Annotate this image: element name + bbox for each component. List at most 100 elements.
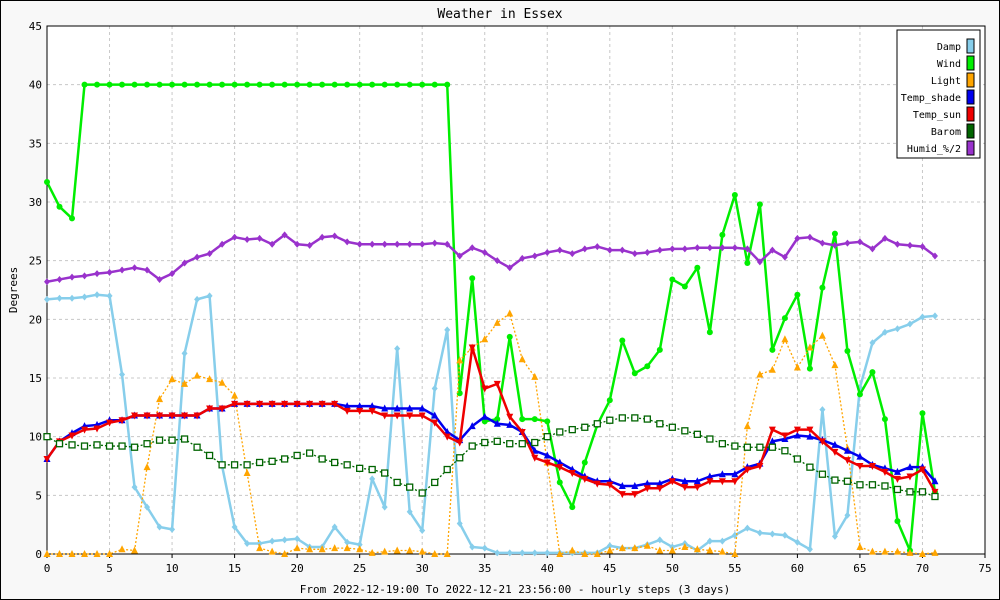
data-point [456,439,464,447]
data-point [744,524,751,532]
data-point [68,550,76,557]
data-point [131,412,139,420]
data-point [868,463,876,470]
data-point [244,236,251,244]
data-point [106,419,114,427]
data-point [394,345,401,353]
data-point [606,246,613,254]
data-point [618,544,626,552]
data-point [531,252,538,260]
data-point [693,430,701,438]
data-point [494,549,501,557]
series-humid-2 [44,231,938,286]
data-point [506,264,513,272]
data-point [931,548,939,556]
data-point [694,244,701,252]
data-point [719,231,726,238]
data-point [206,292,213,300]
data-point [69,273,76,281]
data-point [81,293,88,301]
data-point [168,436,176,444]
data-point [793,363,801,371]
data-point [406,546,414,554]
data-point [106,81,113,88]
data-point [93,550,101,557]
data-point [244,81,251,88]
data-point [481,438,489,447]
data-point [831,241,838,249]
data-point [856,542,864,550]
data-point [768,426,776,434]
data-point [268,547,276,555]
data-point [831,448,839,456]
data-point [468,422,476,430]
x-tick-label: 60 [791,562,804,575]
data-point [356,545,364,553]
data-point [931,252,938,260]
y-tick-label: 45 [29,20,42,33]
data-point [43,433,51,441]
legend-swatch [966,38,975,54]
data-point [494,257,501,265]
data-point [756,443,764,451]
legend-label: Humid_%/2 [907,144,961,155]
data-point [105,442,114,450]
data-point [255,458,264,467]
data-point [656,546,664,554]
data-point [469,543,476,551]
y-tick-label: 40 [29,79,42,92]
data-point [344,538,351,546]
data-point [344,81,351,88]
data-point [506,440,514,448]
data-point [256,400,264,408]
data-point [769,246,776,254]
data-point [531,454,539,462]
data-point [806,365,813,372]
data-point [531,438,539,447]
data-point [881,328,888,336]
data-point [531,549,538,557]
x-tick-label: 0 [44,562,51,575]
data-point [631,414,639,422]
data-point [181,81,188,88]
data-point [731,244,738,252]
data-point [694,264,701,271]
data-point [581,475,589,483]
data-point [656,420,664,428]
data-point [544,549,551,557]
data-point [531,416,538,423]
legend-label: Temp_sun [913,110,961,121]
data-point [631,544,639,552]
data-point [606,481,614,489]
x-tick-label: 15 [228,562,241,575]
data-point [269,81,276,88]
data-point [843,477,852,485]
data-point [818,438,826,446]
tick-labels: 0 5 10 15 20 25 30 35 40 45 0 5 10 15 20 25 30 35 40 45 50 55… [29,20,992,575]
data-point [744,245,751,253]
data-point [769,530,776,538]
data-point [218,461,226,469]
data-point [481,335,489,343]
data-point [219,240,226,248]
y-tick-label: 15 [29,372,42,385]
data-point [94,81,101,88]
data-point [194,295,201,303]
y-tick-label: 25 [29,255,42,268]
data-point [256,81,263,88]
data-point [543,459,551,467]
data-point [681,477,689,485]
data-point [443,550,451,557]
data-point [93,441,101,449]
data-point [793,455,802,463]
data-point [343,407,351,415]
y-tick-label: 10 [29,431,42,444]
data-point [544,418,551,425]
data-point [556,550,564,557]
series-line [47,312,936,555]
data-point [231,523,238,531]
data-point [131,546,139,554]
data-point [206,81,213,88]
data-point [456,252,463,260]
data-point [168,412,176,420]
